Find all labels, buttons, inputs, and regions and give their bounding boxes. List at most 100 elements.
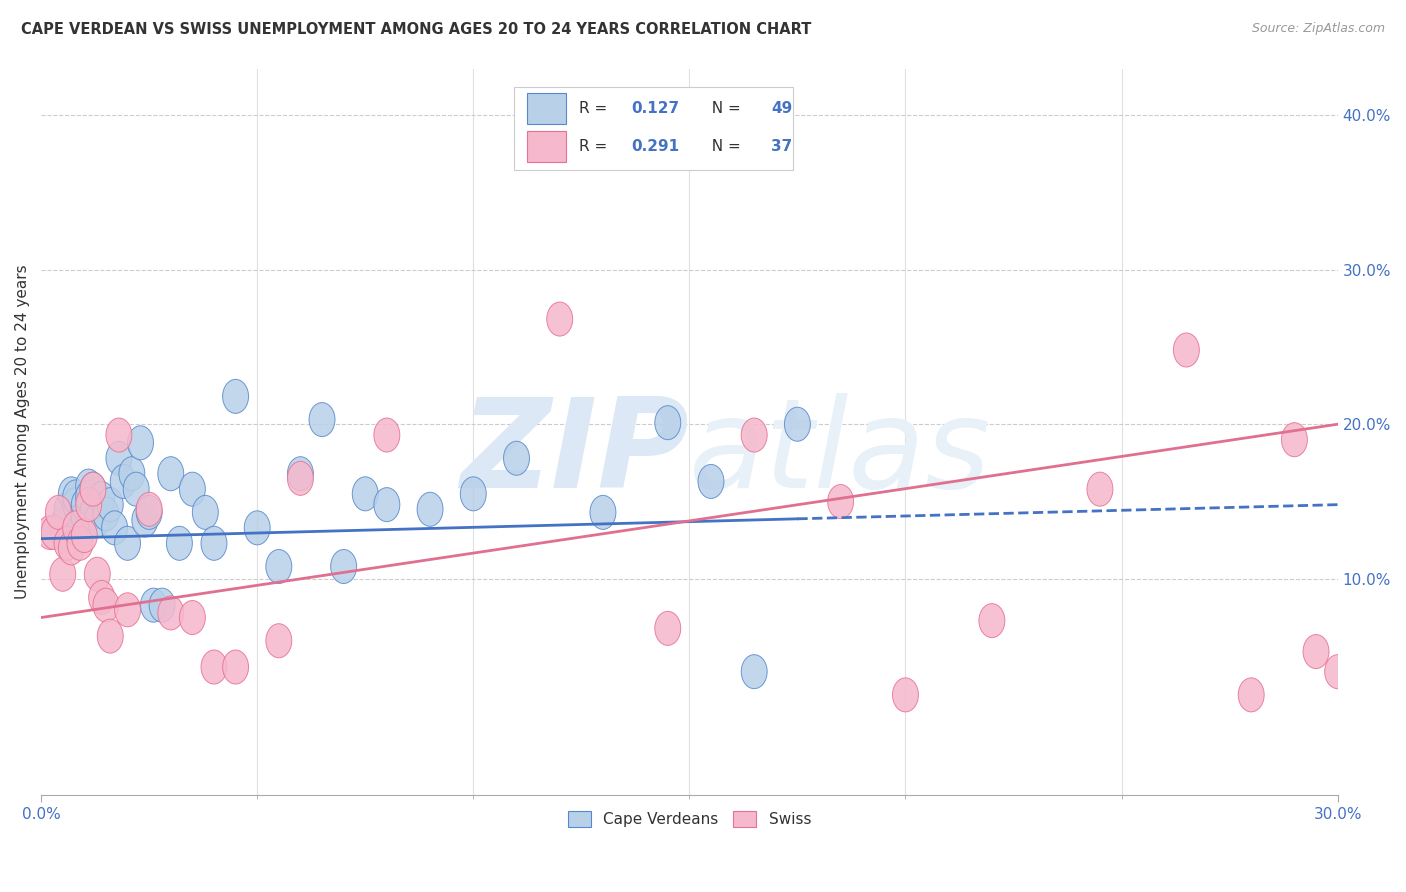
Ellipse shape: [655, 611, 681, 646]
Y-axis label: Unemployment Among Ages 20 to 24 years: Unemployment Among Ages 20 to 24 years: [15, 265, 30, 599]
Ellipse shape: [193, 495, 218, 529]
Ellipse shape: [67, 503, 93, 537]
Ellipse shape: [374, 488, 399, 522]
Ellipse shape: [120, 457, 145, 491]
Ellipse shape: [37, 516, 63, 549]
Ellipse shape: [149, 588, 176, 623]
Ellipse shape: [67, 526, 93, 560]
Ellipse shape: [266, 624, 292, 657]
Ellipse shape: [1087, 472, 1114, 506]
Ellipse shape: [655, 406, 681, 440]
Ellipse shape: [222, 379, 249, 413]
Ellipse shape: [201, 650, 226, 684]
Ellipse shape: [1303, 634, 1329, 669]
Ellipse shape: [80, 472, 105, 506]
Ellipse shape: [222, 650, 249, 684]
Ellipse shape: [76, 488, 101, 522]
Ellipse shape: [245, 511, 270, 545]
Ellipse shape: [1174, 333, 1199, 367]
Ellipse shape: [59, 477, 84, 511]
Ellipse shape: [93, 497, 120, 531]
Text: N =: N =: [703, 139, 747, 153]
Ellipse shape: [93, 588, 120, 623]
Ellipse shape: [741, 418, 768, 452]
Ellipse shape: [45, 495, 72, 529]
Ellipse shape: [180, 600, 205, 634]
Ellipse shape: [741, 655, 768, 689]
Text: R =: R =: [579, 139, 612, 153]
Text: ZIP: ZIP: [461, 393, 689, 515]
Ellipse shape: [547, 302, 572, 336]
Text: 49: 49: [770, 101, 793, 116]
Text: 37: 37: [770, 139, 793, 153]
Ellipse shape: [141, 588, 166, 623]
Ellipse shape: [80, 472, 105, 506]
Ellipse shape: [979, 604, 1005, 638]
Ellipse shape: [460, 477, 486, 511]
Ellipse shape: [76, 469, 101, 503]
Ellipse shape: [101, 511, 128, 545]
Ellipse shape: [330, 549, 357, 583]
FancyBboxPatch shape: [527, 94, 567, 124]
Ellipse shape: [132, 503, 157, 537]
Ellipse shape: [1239, 678, 1264, 712]
Ellipse shape: [76, 480, 101, 514]
Ellipse shape: [72, 518, 97, 552]
Ellipse shape: [180, 472, 205, 506]
Ellipse shape: [697, 465, 724, 499]
Ellipse shape: [374, 418, 399, 452]
Ellipse shape: [128, 425, 153, 459]
Text: R =: R =: [579, 101, 612, 116]
FancyBboxPatch shape: [515, 87, 793, 170]
Ellipse shape: [63, 480, 89, 514]
Ellipse shape: [503, 442, 530, 475]
Ellipse shape: [49, 558, 76, 591]
Ellipse shape: [49, 508, 76, 541]
Ellipse shape: [893, 678, 918, 712]
Ellipse shape: [89, 482, 114, 516]
Ellipse shape: [63, 488, 89, 522]
Ellipse shape: [105, 442, 132, 475]
Ellipse shape: [63, 511, 89, 545]
Ellipse shape: [53, 526, 80, 560]
Text: 0.127: 0.127: [631, 101, 679, 116]
Text: 0.291: 0.291: [631, 139, 679, 153]
Ellipse shape: [97, 488, 124, 522]
Ellipse shape: [353, 477, 378, 511]
Ellipse shape: [1281, 423, 1308, 457]
Ellipse shape: [1324, 655, 1351, 689]
Text: Source: ZipAtlas.com: Source: ZipAtlas.com: [1251, 22, 1385, 36]
Text: CAPE VERDEAN VS SWISS UNEMPLOYMENT AMONG AGES 20 TO 24 YEARS CORRELATION CHART: CAPE VERDEAN VS SWISS UNEMPLOYMENT AMONG…: [21, 22, 811, 37]
Ellipse shape: [110, 465, 136, 499]
Ellipse shape: [166, 526, 193, 560]
Ellipse shape: [136, 495, 162, 529]
Ellipse shape: [97, 619, 124, 653]
Ellipse shape: [72, 488, 97, 522]
Text: N =: N =: [703, 101, 747, 116]
Ellipse shape: [266, 549, 292, 583]
Ellipse shape: [287, 461, 314, 495]
Ellipse shape: [287, 457, 314, 491]
Ellipse shape: [84, 503, 110, 537]
Ellipse shape: [828, 484, 853, 518]
Ellipse shape: [53, 492, 80, 526]
Ellipse shape: [41, 516, 67, 549]
Ellipse shape: [114, 526, 141, 560]
Ellipse shape: [114, 593, 141, 627]
Ellipse shape: [105, 418, 132, 452]
Ellipse shape: [49, 516, 76, 549]
Ellipse shape: [84, 558, 110, 591]
Text: atlas: atlas: [689, 393, 991, 515]
Ellipse shape: [80, 495, 105, 529]
Ellipse shape: [72, 500, 97, 534]
Legend: Cape Verdeans, Swiss: Cape Verdeans, Swiss: [560, 804, 818, 835]
FancyBboxPatch shape: [527, 131, 567, 161]
Ellipse shape: [418, 492, 443, 526]
Ellipse shape: [59, 531, 84, 565]
Ellipse shape: [591, 495, 616, 529]
Ellipse shape: [157, 457, 184, 491]
Ellipse shape: [136, 492, 162, 526]
Ellipse shape: [89, 581, 114, 615]
Ellipse shape: [157, 596, 184, 630]
Ellipse shape: [124, 472, 149, 506]
